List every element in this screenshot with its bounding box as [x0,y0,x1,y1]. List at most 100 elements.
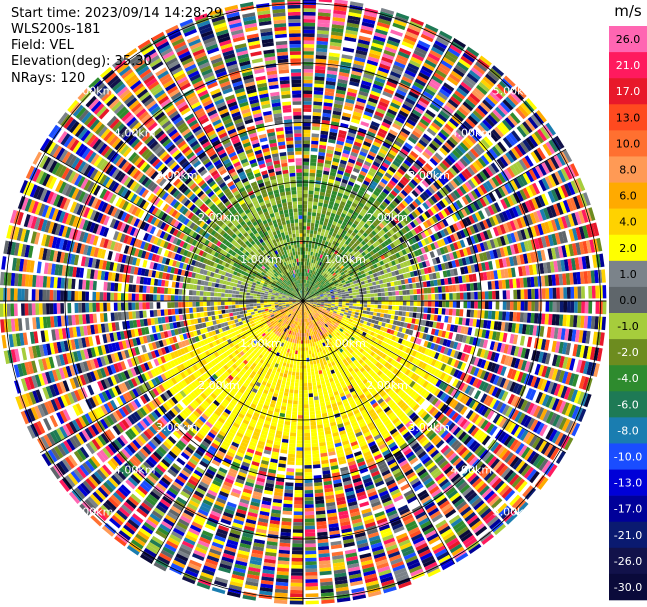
velocity-gate [304,500,314,505]
velocity-gate [308,247,311,252]
velocity-gate [321,239,326,245]
velocity-gate [317,388,323,393]
velocity-gate [505,152,515,164]
velocity-gate [303,69,314,73]
velocity-gate [405,184,414,192]
velocity-gate [374,304,378,309]
velocity-gate [311,435,318,440]
velocity-gate [308,262,311,266]
velocity-gate [303,29,315,34]
velocity-gate [315,219,320,224]
velocity-gate [381,220,388,227]
velocity-gate [381,56,393,64]
velocity-gate [310,230,314,234]
velocity-gate [361,217,368,223]
velocity-gate [333,103,343,109]
velocity-gate [303,190,308,194]
velocity-gate [294,490,303,494]
velocity-gate [358,248,364,254]
velocity-gate [421,179,430,188]
velocity-gate [312,122,321,127]
velocity-gate [416,43,429,52]
velocity-gate [335,297,339,299]
velocity-gate [377,238,384,244]
velocity-gate [456,187,464,197]
velocity-gate [339,216,345,222]
velocity-gate [308,382,312,387]
velocity-gate [368,256,374,262]
velocity-gate [369,286,374,290]
velocity-gate [563,301,568,313]
velocity-gate [320,280,325,285]
velocity-gate [413,306,418,312]
velocity-gate [358,90,369,97]
velocity-gate [467,292,471,300]
velocity-gate [375,134,385,142]
velocity-gate [403,100,414,109]
velocity-gate [402,290,407,295]
velocity-gate [307,254,310,259]
velocity-gate [420,294,425,300]
velocity-sectors [0,0,607,605]
velocity-gate [416,312,421,319]
velocity-gate [446,154,456,164]
velocity-gate [327,267,332,272]
velocity-gate [392,122,402,131]
velocity-gate [451,149,461,159]
velocity-gate [343,248,348,253]
velocity-gate [538,288,543,299]
velocity-gate [323,284,327,288]
velocity-gate [497,172,506,184]
velocity-gate [370,205,377,212]
velocity-gate [470,190,479,200]
velocity-gate [308,269,311,274]
velocity-gate [327,302,332,304]
velocity-gate [314,271,318,276]
velocity-gate [408,91,419,99]
velocity-gate [508,132,519,144]
velocity-gate [303,44,315,48]
velocity-gate [462,139,472,150]
velocity-gate [383,198,391,205]
velocity-gate [331,304,335,306]
velocity-gate [348,158,356,164]
velocity-gate [333,281,338,285]
velocity-gate [316,37,329,42]
velocity-gate [382,118,393,126]
velocity-gate [415,103,426,112]
velocity-gate [424,59,437,68]
velocity-gate [386,169,395,176]
velocity-gate [310,290,313,294]
velocity-gate [506,166,516,178]
velocity-gate [387,132,397,140]
velocity-gate [391,310,396,315]
velocity-gate [473,310,478,318]
velocity-gate [371,164,379,171]
velocity-gate [315,58,327,63]
velocity-gate [434,152,444,161]
velocity-gate [314,489,324,494]
velocity-gate [510,147,521,160]
velocity-gate [297,418,303,423]
velocity-gate [397,168,406,176]
velocity-gate [318,257,322,262]
velocity-gate [304,286,306,291]
velocity-gate [463,168,473,178]
velocity-gate [397,85,409,94]
velocity-gate [310,421,317,426]
velocity-gate [352,263,357,268]
velocity-gate [373,308,378,313]
velocity-gate [341,178,348,184]
velocity-gate [313,97,323,102]
velocity-gate [424,301,428,307]
velocity-gate [421,212,428,221]
velocity-gate [322,109,332,114]
velocity-gate [488,178,497,189]
velocity-gate [304,436,311,441]
velocity-gate [419,96,430,106]
velocity-gate [347,237,352,243]
velocity-gate [347,161,355,168]
velocity-gate [559,287,564,299]
velocity-gate [407,24,422,33]
velocity-gate [375,107,386,115]
